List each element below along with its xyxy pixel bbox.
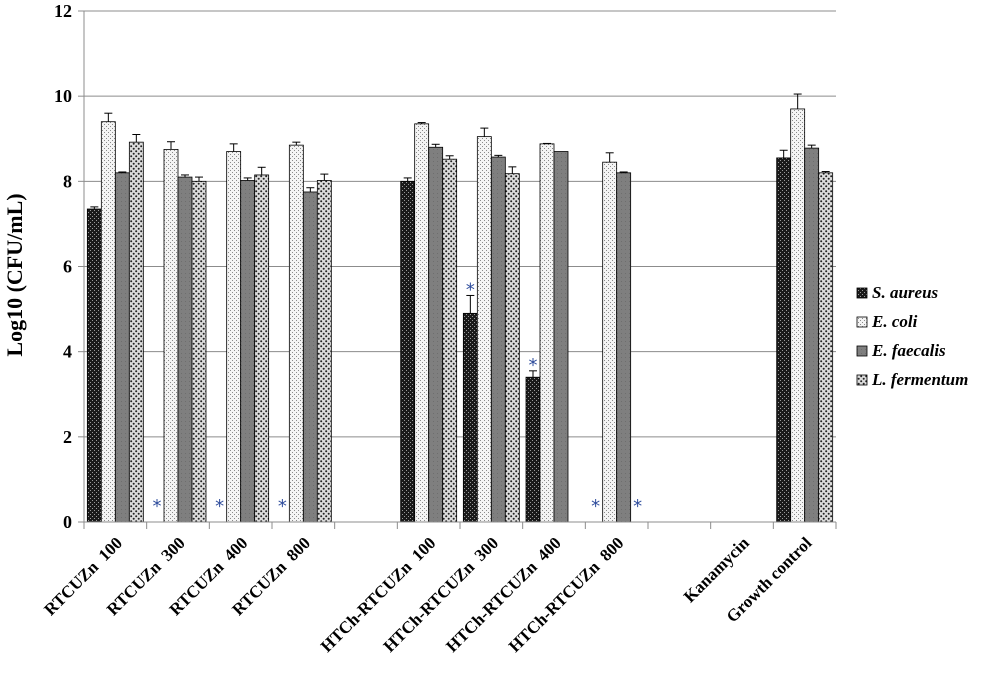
bar: [191, 180, 207, 523]
bar: [804, 147, 820, 523]
legend-label: S. aureus: [872, 283, 939, 302]
bar: [177, 176, 193, 523]
bar: [476, 136, 492, 523]
gridlines: [84, 10, 836, 438]
x-tick-label: HTCh-RTCUZn 800: [505, 533, 628, 656]
bar: [616, 172, 632, 523]
y-axis-ticks: 0 2 4 6 8 10 12: [54, 1, 84, 532]
y-axis-label: Log10 (CFU/mL): [2, 193, 27, 356]
y-tick-label: 4: [63, 342, 72, 362]
bar: [128, 141, 144, 523]
bar: [86, 208, 102, 523]
error-bars: [90, 93, 830, 378]
bar: [254, 174, 270, 523]
legend-swatch: [856, 316, 868, 328]
y-tick-label: 0: [63, 512, 72, 532]
bar: [776, 157, 792, 523]
legend-swatch: [856, 374, 868, 386]
bar: [790, 108, 806, 523]
bar: [442, 158, 458, 523]
legend-swatch: [856, 345, 868, 357]
bar: [462, 312, 478, 523]
significance-star: *: [278, 496, 287, 517]
legend-label: E. faecalis: [871, 341, 946, 360]
legend-label: E. coli: [871, 312, 918, 331]
significance-star: *: [466, 279, 475, 300]
bar: [525, 376, 541, 523]
bar: [553, 151, 569, 523]
y-tick-label: 8: [63, 171, 72, 191]
y-tick-label: 6: [63, 257, 72, 277]
x-tick-label: HTCh-RTCUZn 300: [380, 533, 503, 656]
significance-star: *: [591, 496, 600, 517]
axes: [83, 11, 837, 529]
bar: [414, 123, 430, 523]
bar: [490, 156, 506, 523]
bar: [114, 172, 130, 523]
significance-star: *: [153, 496, 162, 517]
bar: [504, 173, 520, 523]
x-tick-label: HTCh-RTCUZn 100: [317, 533, 440, 656]
legend-swatch: [856, 287, 868, 299]
y-tick-label: 2: [63, 427, 72, 447]
bar: [240, 180, 256, 523]
bars: [86, 108, 834, 523]
significance-star: *: [215, 496, 224, 517]
bar: [163, 148, 179, 523]
bar: [539, 143, 555, 523]
bar: [288, 144, 304, 523]
bar: [316, 180, 332, 523]
legend: S. aureus E. coli E. faecalis L. fermentum: [856, 283, 968, 389]
bar: [302, 191, 318, 523]
significance-star: *: [529, 355, 538, 376]
x-tick-label: HTCh-RTCUZn 400: [442, 533, 565, 656]
y-tick-label: 10: [54, 86, 72, 106]
bar: [100, 121, 116, 523]
significance-star: *: [633, 496, 642, 517]
bar: [428, 146, 444, 523]
bar: [602, 161, 618, 523]
y-tick-label: 12: [54, 1, 72, 21]
significance-markers: * * * * * * *: [153, 279, 643, 517]
bar: [226, 151, 242, 523]
bar: [400, 180, 416, 523]
bar: [818, 172, 834, 523]
legend-label: L. fermentum: [871, 370, 968, 389]
